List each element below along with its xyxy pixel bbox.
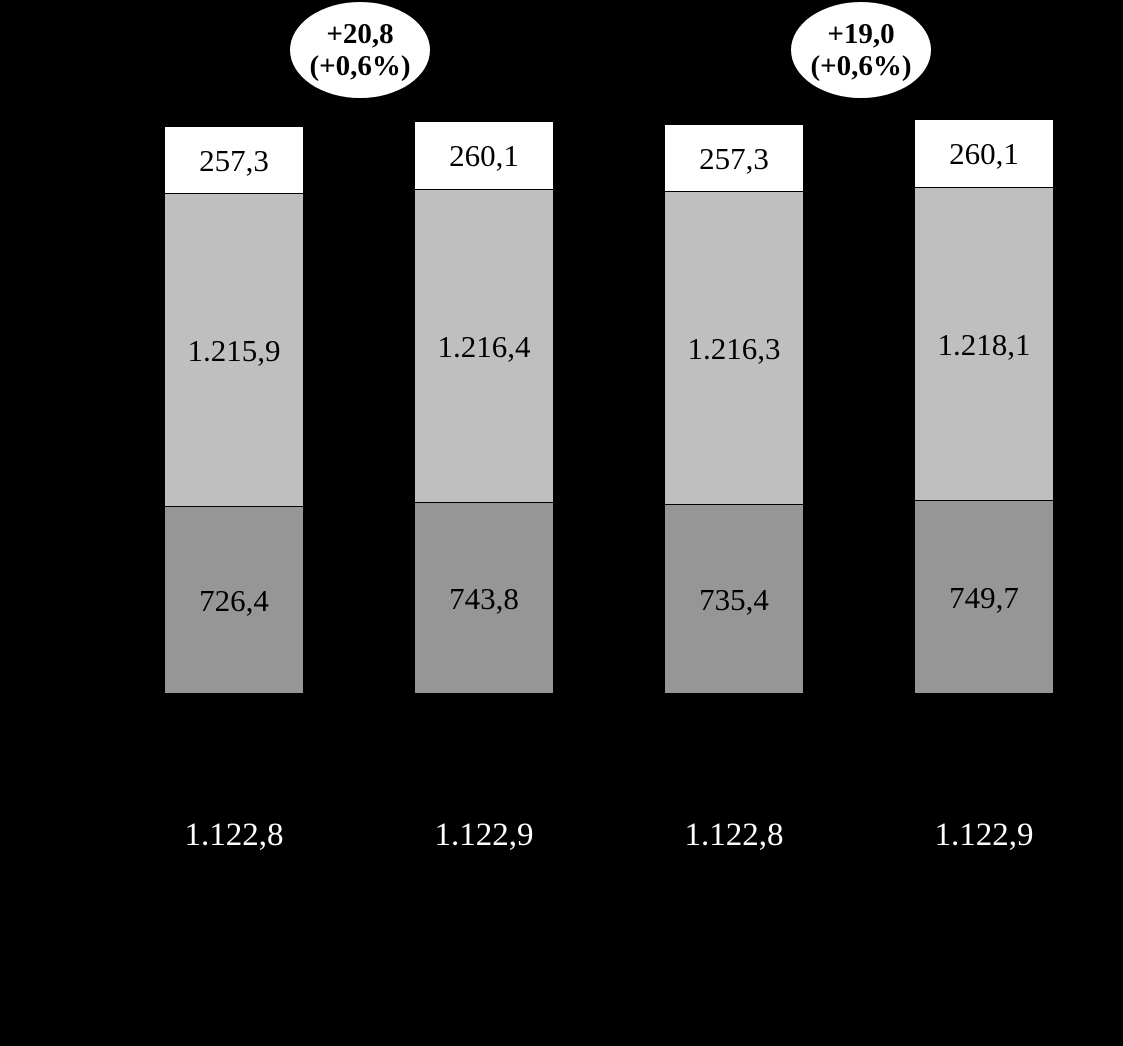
bar-1-middle-segment: 1.215,9 — [165, 193, 303, 506]
bar-1: 257,3 1.215,9 726,4 — [165, 127, 303, 693]
annotation-2-percent: (+0,6%) — [810, 50, 912, 82]
bar-3: 257,3 1.216,3 735,4 — [665, 125, 803, 693]
bar-2-middle-value: 1.216,4 — [437, 328, 531, 364]
total-label-4: 1.122,9 — [934, 817, 1034, 853]
bar-1-bottom-value: 726,4 — [199, 582, 269, 618]
bar-2-middle-segment: 1.216,4 — [415, 189, 553, 502]
bar-4-top-segment: 260,1 — [915, 120, 1053, 187]
total-label-3: 1.122,8 — [684, 817, 784, 853]
bar-2-bottom-value: 743,8 — [449, 580, 519, 616]
bar-1-top-value: 257,3 — [199, 142, 269, 178]
bar-2-top-value: 260,1 — [449, 138, 519, 173]
bar-4-bottom-segment: 749,7 — [915, 500, 1053, 693]
bar-1-top-segment: 257,3 — [165, 127, 303, 193]
annotation-1-percent: (+0,6%) — [309, 50, 411, 82]
annotation-oval-2: +19,0 (+0,6%) — [791, 2, 931, 98]
bar-1-middle-value: 1.215,9 — [187, 332, 281, 368]
annotation-1-delta: +20,8 — [326, 17, 394, 50]
bar-3-top-segment: 257,3 — [665, 125, 803, 191]
total-label-2: 1.122,9 — [434, 817, 534, 853]
bar-4-bottom-value: 749,7 — [949, 579, 1019, 615]
bar-4-top-value: 260,1 — [949, 136, 1019, 171]
bar-3-bottom-segment: 735,4 — [665, 504, 803, 693]
bar-4-middle-segment: 1.218,1 — [915, 187, 1053, 500]
total-label-1: 1.122,8 — [184, 817, 284, 853]
bar-2-bottom-segment: 743,8 — [415, 502, 553, 693]
bar-1-bottom-segment: 726,4 — [165, 506, 303, 693]
bar-2-top-segment: 260,1 — [415, 122, 553, 189]
bar-2: 260,1 1.216,4 743,8 — [415, 122, 553, 693]
bar-4-middle-value: 1.218,1 — [937, 326, 1031, 362]
annotation-oval-1: +20,8 (+0,6%) — [290, 2, 430, 98]
bar-4: 260,1 1.218,1 749,7 — [915, 120, 1053, 693]
bar-3-top-value: 257,3 — [699, 140, 769, 176]
annotation-2-delta: +19,0 — [827, 17, 895, 50]
bar-3-middle-value: 1.216,3 — [687, 330, 781, 366]
bar-3-bottom-value: 735,4 — [699, 581, 769, 617]
bar-3-middle-segment: 1.216,3 — [665, 191, 803, 504]
